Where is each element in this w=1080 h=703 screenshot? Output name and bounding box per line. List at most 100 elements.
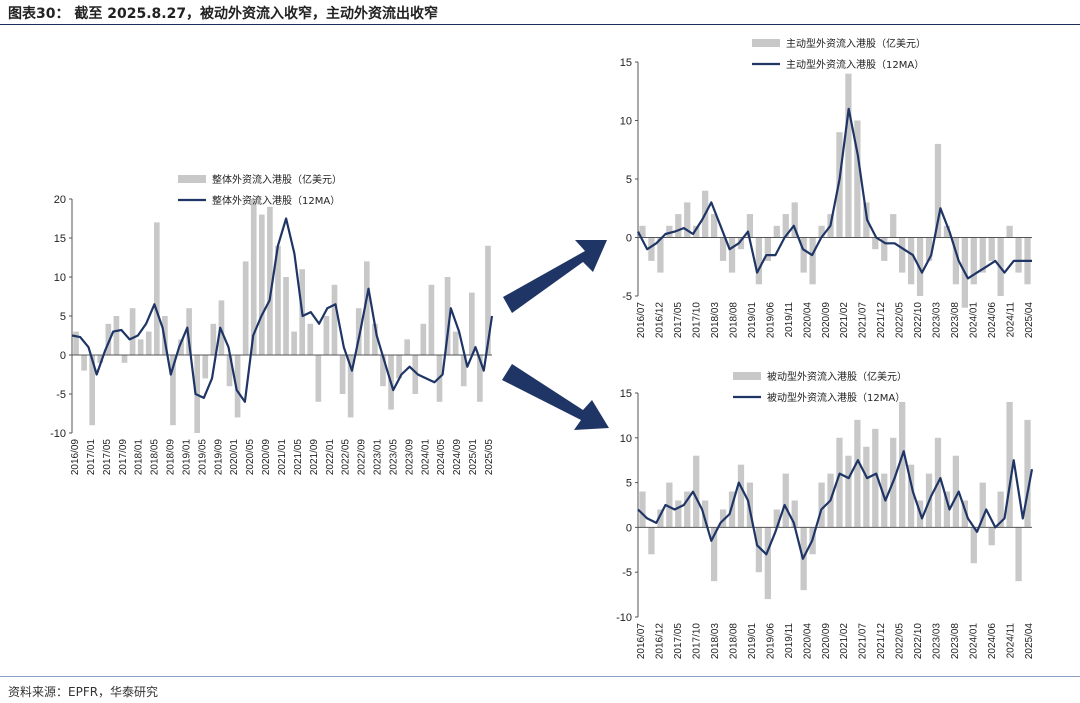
bar — [254, 269, 256, 355]
bar — [77, 342, 79, 355]
bar — [1015, 527, 1022, 582]
y-tick-label: 10 — [54, 272, 66, 284]
bar — [984, 237, 986, 257]
bar — [420, 323, 427, 355]
bar — [675, 214, 682, 238]
bar — [993, 527, 995, 538]
bar — [468, 292, 475, 355]
bar — [805, 237, 807, 257]
bar — [872, 237, 879, 250]
x-tick-label: 2021/02 — [839, 623, 850, 660]
bar — [836, 437, 843, 528]
bar — [432, 316, 434, 355]
y-tick-label: 15 — [620, 57, 632, 69]
bar — [456, 342, 458, 355]
bar — [1002, 507, 1004, 528]
bar — [1019, 237, 1021, 257]
x-tick-label: 2019/06 — [765, 623, 776, 660]
bar — [424, 337, 426, 355]
x-tick-label: 2020/04 — [802, 302, 813, 339]
bar — [1010, 458, 1012, 528]
bar — [198, 355, 200, 398]
bar — [657, 237, 664, 273]
x-tick-label: 2022/01 — [325, 439, 336, 476]
x-tick-label: 2020/09 — [821, 302, 832, 339]
bar — [858, 173, 860, 238]
bar — [724, 517, 726, 528]
bar — [376, 337, 378, 355]
x-tick-label: 2022/10 — [913, 302, 924, 339]
bar — [202, 355, 209, 379]
bar — [867, 483, 869, 528]
y-tick-label: 15 — [620, 388, 632, 400]
bar — [867, 218, 869, 238]
bar — [643, 231, 645, 238]
bar — [791, 202, 798, 238]
bar — [979, 482, 986, 528]
bar — [648, 527, 655, 555]
x-tick-label: 2023/01 — [373, 439, 384, 476]
legend-bar-swatch — [752, 39, 780, 47]
bar — [473, 320, 475, 355]
bar — [903, 237, 905, 257]
bar — [742, 237, 744, 244]
bar — [840, 179, 842, 238]
bar — [769, 237, 771, 251]
bar — [885, 497, 887, 528]
arrow-up-icon — [503, 240, 607, 313]
bar — [452, 331, 459, 355]
bar — [372, 323, 378, 355]
bar — [948, 231, 950, 238]
bar — [764, 527, 771, 600]
bar — [287, 312, 289, 355]
bar — [899, 237, 906, 273]
legend-bar-label: 主动型外资流入港股（亿美元） — [786, 37, 926, 50]
bar — [400, 355, 402, 368]
bar — [125, 355, 127, 360]
x-tick-label: 2021/01 — [277, 439, 288, 476]
bar — [858, 468, 860, 528]
x-tick-label: 2017/05 — [102, 439, 113, 476]
y-tick-label: -5 — [622, 567, 632, 579]
bar — [182, 346, 184, 355]
bar — [275, 245, 281, 355]
bar — [966, 512, 968, 528]
x-tick-label: 2018/08 — [728, 623, 739, 660]
bar — [190, 329, 192, 355]
x-tick-label: 2021/07 — [858, 302, 869, 339]
x-tick-label: 2017/10 — [691, 302, 702, 339]
x-tick-label: 2018/03 — [710, 302, 721, 339]
x-tick-label: 2021/07 — [858, 623, 869, 660]
bar — [652, 237, 654, 251]
bar — [89, 355, 96, 426]
bar — [271, 273, 273, 355]
bar — [822, 502, 824, 528]
bar — [460, 355, 467, 387]
x-tick-label: 2024/11 — [1006, 302, 1017, 338]
x-tick-label: 2022/09 — [357, 439, 368, 476]
y-tick-label: 0 — [626, 522, 632, 534]
bar — [246, 303, 248, 355]
source-note: 资料来源：EPFR，华泰研究 — [8, 685, 159, 699]
bar — [697, 487, 699, 528]
bar — [948, 507, 950, 528]
x-tick-label: 2017/01 — [86, 439, 97, 476]
y-tick-label: 5 — [60, 311, 66, 323]
bar — [666, 482, 673, 528]
bar — [764, 237, 771, 261]
x-tick-label: 2016/09 — [70, 439, 81, 476]
bar — [93, 355, 95, 394]
bar — [141, 346, 143, 355]
bar — [943, 491, 951, 528]
bar — [226, 355, 233, 387]
bar — [755, 527, 763, 573]
bar — [719, 509, 727, 528]
bar — [742, 492, 744, 528]
bar — [710, 527, 718, 582]
bar — [966, 237, 968, 277]
bar — [684, 491, 691, 528]
bar — [697, 231, 699, 238]
y-tick-label: 20 — [54, 194, 66, 206]
bar — [1028, 468, 1030, 528]
